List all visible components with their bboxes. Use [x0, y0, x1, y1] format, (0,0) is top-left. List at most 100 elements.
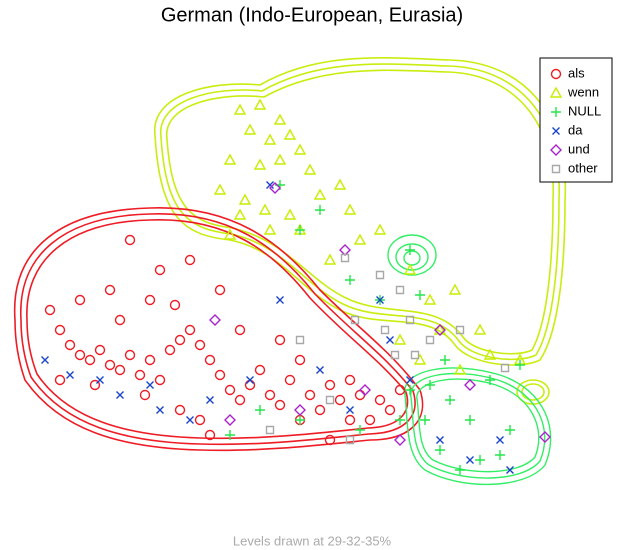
point — [283, 208, 297, 220]
point — [395, 415, 405, 425]
point — [223, 228, 237, 240]
point — [114, 364, 126, 376]
legend-label: other — [568, 160, 598, 175]
point — [420, 415, 430, 425]
point — [174, 404, 186, 416]
point — [425, 335, 435, 345]
point — [269, 182, 281, 194]
point — [324, 379, 336, 391]
point — [283, 128, 297, 140]
point — [293, 143, 307, 155]
point — [294, 404, 306, 416]
point — [410, 350, 420, 360]
point — [214, 284, 226, 296]
point — [304, 389, 316, 401]
point — [66, 371, 74, 379]
point — [254, 364, 266, 376]
point — [316, 366, 324, 374]
legend: als wenn NULL da und other — [549, 65, 601, 175]
point — [405, 245, 415, 255]
contours — [13, 57, 567, 486]
point — [354, 389, 366, 401]
point — [204, 354, 216, 366]
point — [223, 153, 237, 165]
point — [473, 323, 487, 335]
point — [154, 374, 166, 386]
null-contour — [387, 234, 552, 486]
point — [104, 359, 116, 371]
point — [139, 389, 151, 401]
point — [323, 253, 337, 265]
legend-label: und — [568, 141, 590, 156]
legend-marker — [550, 68, 562, 80]
point — [539, 431, 551, 443]
point — [263, 133, 277, 145]
point — [244, 379, 256, 391]
point — [206, 396, 214, 404]
point — [144, 294, 156, 306]
contour-line — [404, 367, 552, 486]
legend-marker — [549, 86, 563, 98]
point — [403, 263, 417, 275]
point — [413, 353, 427, 365]
point — [156, 406, 164, 414]
point — [515, 360, 525, 370]
point — [258, 203, 272, 215]
point — [169, 299, 181, 311]
point — [255, 405, 265, 415]
point — [505, 425, 515, 435]
point — [266, 181, 274, 189]
point — [263, 223, 277, 235]
point — [423, 293, 437, 305]
point — [346, 406, 354, 414]
point — [500, 363, 510, 373]
point — [395, 285, 405, 295]
point — [186, 416, 194, 424]
legend-label: als — [568, 65, 585, 80]
point — [343, 203, 357, 215]
point — [243, 123, 257, 135]
point — [233, 103, 247, 115]
als-contour — [13, 207, 424, 452]
point — [274, 334, 286, 346]
legend-label: da — [568, 122, 583, 137]
point — [380, 325, 390, 335]
legend-box — [539, 57, 613, 183]
contour-line — [13, 207, 424, 452]
point — [355, 425, 365, 435]
contour-line — [521, 383, 545, 401]
point — [415, 290, 425, 300]
point — [440, 355, 450, 365]
chart-title: German (Indo-European, Eurasia) — [161, 4, 463, 26]
point — [313, 188, 327, 200]
point — [496, 436, 504, 444]
contour-line — [160, 63, 560, 361]
point — [184, 254, 196, 266]
contour-line — [403, 250, 421, 266]
note: Levels drawn at 29-32-35% — [233, 533, 392, 548]
point — [273, 113, 287, 125]
legend-marker — [552, 127, 560, 135]
point — [433, 323, 447, 335]
point — [339, 244, 351, 256]
point — [265, 425, 275, 435]
point — [376, 296, 384, 304]
contour-line — [26, 219, 409, 440]
point — [246, 376, 254, 384]
point — [485, 375, 495, 385]
point — [350, 315, 360, 325]
point — [194, 339, 206, 351]
point — [448, 283, 462, 295]
point — [295, 225, 305, 235]
point — [74, 349, 86, 361]
contour-line — [20, 213, 416, 446]
point — [253, 98, 267, 110]
point — [253, 158, 267, 170]
point — [124, 234, 136, 246]
point — [74, 294, 86, 306]
point — [373, 223, 387, 235]
point — [495, 450, 505, 460]
point — [295, 335, 305, 345]
point — [315, 205, 325, 215]
contour-line — [416, 378, 540, 473]
